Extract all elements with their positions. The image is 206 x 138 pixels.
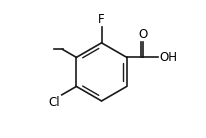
Text: F: F (98, 13, 105, 26)
Text: Cl: Cl (49, 96, 60, 109)
Text: O: O (138, 28, 147, 41)
Text: OH: OH (159, 51, 177, 64)
